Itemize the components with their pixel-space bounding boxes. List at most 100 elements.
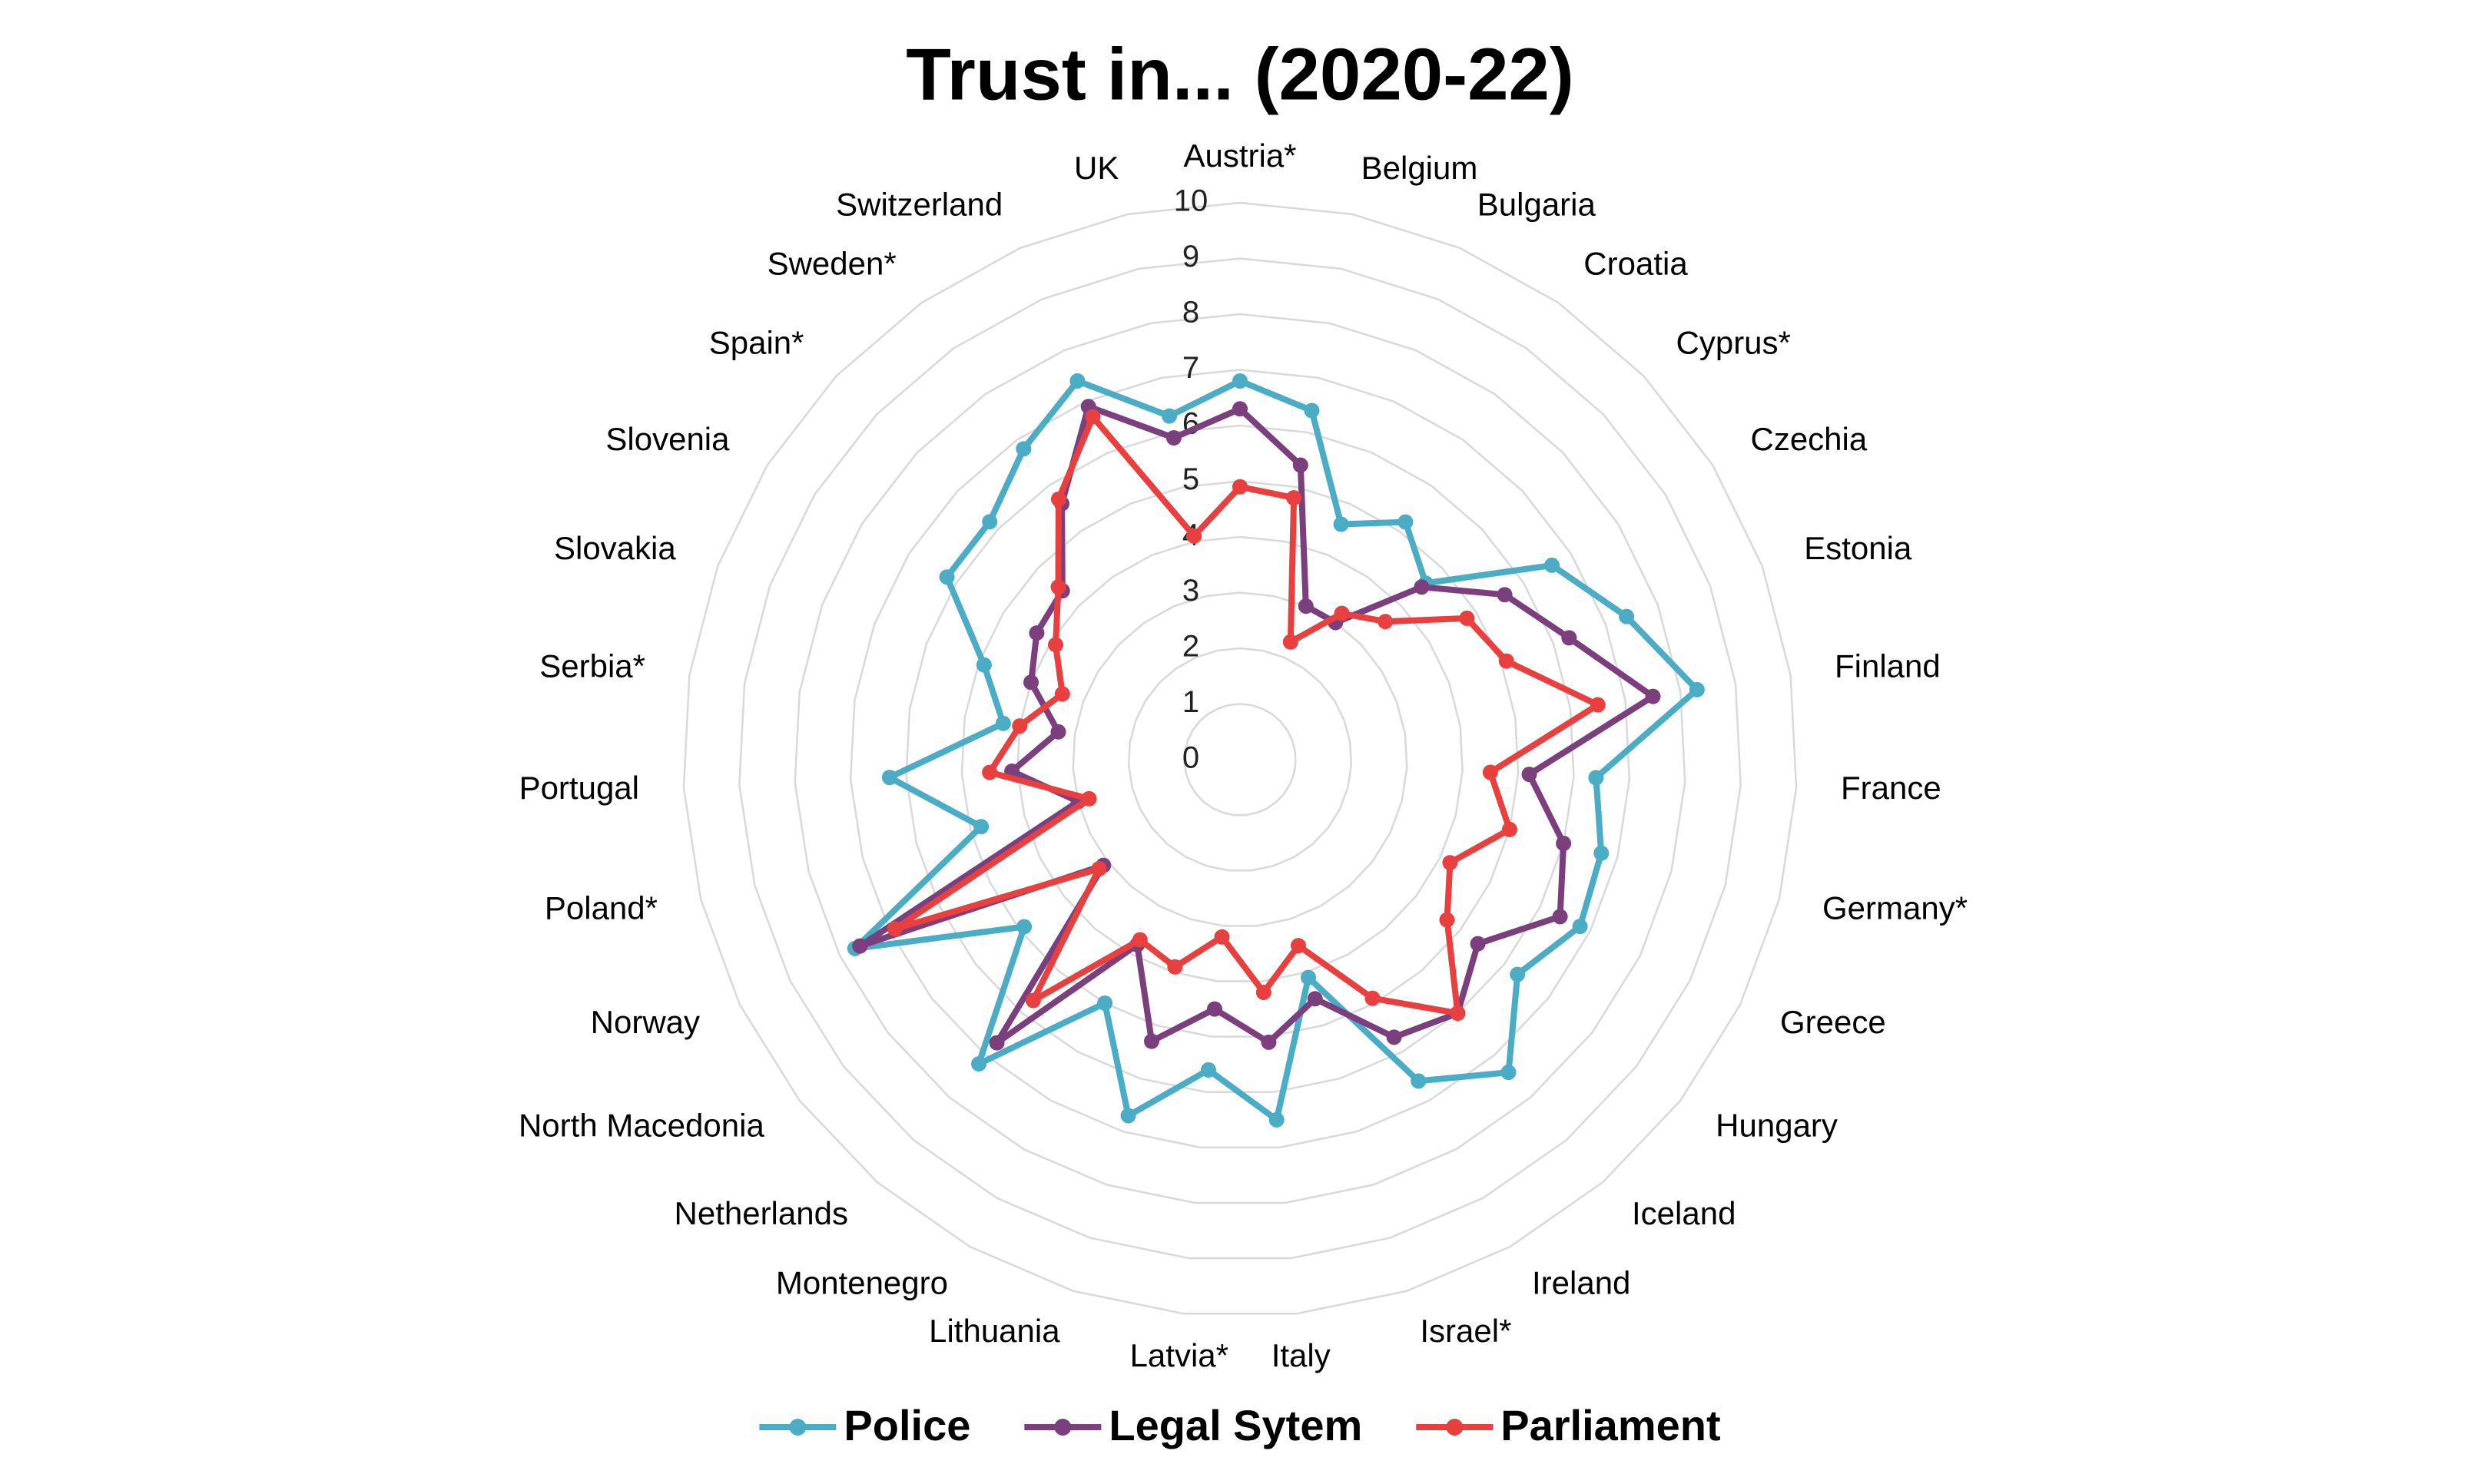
category-label: Ireland: [1532, 1265, 1630, 1301]
category-label: Finland: [1835, 648, 1941, 684]
r-tick-label: 0: [1182, 741, 1199, 775]
data-point: [1500, 1065, 1517, 1081]
data-point: [881, 770, 897, 786]
data-point: [1333, 516, 1349, 532]
legend-marker: [1054, 1419, 1072, 1436]
data-point: [1232, 373, 1248, 389]
data-point: [1091, 861, 1107, 877]
data-point: [1572, 919, 1588, 935]
series-line: [891, 413, 1601, 1017]
data-point: [1501, 821, 1517, 837]
series-line: [857, 403, 1656, 1046]
data-point: [1459, 610, 1475, 626]
data-point: [1120, 1108, 1136, 1124]
data-point: [1255, 984, 1271, 1000]
data-point: [1510, 966, 1526, 982]
category-label: Italy: [1271, 1337, 1331, 1373]
category-label: Belgium: [1361, 150, 1478, 186]
grid-ring: [794, 313, 1686, 1204]
category-label: Slovenia: [605, 421, 730, 457]
category-label: Greece: [1780, 1004, 1886, 1040]
data-point: [1016, 919, 1033, 935]
data-point: [1298, 598, 1314, 614]
data-point: [1334, 605, 1350, 621]
category-label: UK: [1074, 150, 1119, 186]
category-label: North Macedonia: [519, 1107, 764, 1143]
category-label: Hungary: [1716, 1107, 1838, 1143]
data-point: [1016, 441, 1032, 457]
data-point: [1186, 528, 1202, 544]
plot-area: [847, 373, 1705, 1128]
data-point: [1050, 491, 1066, 507]
grid: [682, 201, 1798, 1315]
data-point: [1588, 770, 1604, 786]
category-label: Iceland: [1632, 1195, 1736, 1231]
data-point: [1261, 1034, 1277, 1050]
category-label: France: [1841, 770, 1941, 806]
r-tick-label: 8: [1182, 296, 1199, 330]
category-label: Netherlands: [675, 1195, 848, 1231]
data-point: [1029, 625, 1045, 641]
data-point: [1048, 637, 1064, 653]
data-point: [1498, 653, 1514, 669]
data-point: [1200, 1062, 1216, 1078]
data-point: [973, 819, 990, 835]
data-point: [1442, 855, 1458, 871]
data-point: [1590, 697, 1606, 713]
data-point: [1143, 1033, 1159, 1049]
category-label: Switzerland: [836, 187, 1003, 223]
data-point: [1378, 614, 1394, 630]
grid-ring: [960, 480, 1520, 1038]
data-point: [1167, 959, 1183, 975]
category-label: Czechia: [1750, 421, 1867, 457]
data-point: [1290, 938, 1306, 954]
chart-title: Trust in... (2020-22): [906, 33, 1574, 115]
data-point: [976, 657, 992, 673]
legend-marker: [789, 1419, 807, 1436]
data-point: [970, 1056, 986, 1072]
grid-ring: [1016, 535, 1464, 982]
category-label: Austria*: [1183, 137, 1296, 174]
grid-ring: [682, 201, 1798, 1315]
data-point: [1132, 932, 1148, 948]
legend: Police Legal Sytem Parliament: [759, 1401, 1721, 1449]
legend-marker: [1446, 1419, 1464, 1436]
data-point: [1307, 991, 1323, 1007]
grid-ring: [738, 257, 1742, 1260]
data-point: [1292, 457, 1308, 473]
data-point: [1561, 630, 1577, 646]
r-tick-label: 1: [1182, 685, 1199, 719]
data-point: [1165, 430, 1182, 446]
category-label: Latvia*: [1130, 1337, 1228, 1373]
data-point: [982, 514, 998, 530]
legend-item: Legal Sytem: [1024, 1401, 1362, 1449]
data-point: [1619, 608, 1635, 624]
data-point: [1645, 688, 1661, 704]
category-label: Cyprus*: [1676, 325, 1791, 361]
r-tick-label: 2: [1182, 630, 1199, 664]
data-point: [1556, 836, 1572, 852]
legend-item: Parliament: [1416, 1401, 1721, 1449]
category-label: Israel*: [1420, 1313, 1511, 1349]
category-label: Portugal: [519, 770, 639, 806]
data-point: [1081, 790, 1097, 807]
grid-ring: [849, 369, 1631, 1149]
data-point: [1411, 1073, 1427, 1089]
series-line: [851, 378, 1700, 1123]
category-label: Poland*: [545, 889, 658, 926]
r-tick-label: 9: [1182, 240, 1199, 273]
data-point: [1414, 579, 1430, 595]
data-point: [1085, 409, 1101, 425]
data-point: [1482, 764, 1498, 780]
legend-item: Police: [759, 1401, 970, 1449]
grid-ring: [1072, 591, 1408, 927]
data-point: [1012, 718, 1028, 734]
data-point: [1232, 479, 1248, 495]
category-label: Bulgaria: [1477, 187, 1596, 223]
category-label: Norway: [591, 1004, 700, 1040]
data-point: [1054, 686, 1070, 702]
data-point: [1023, 674, 1039, 691]
data-point: [1364, 990, 1381, 1006]
data-point: [887, 921, 903, 937]
